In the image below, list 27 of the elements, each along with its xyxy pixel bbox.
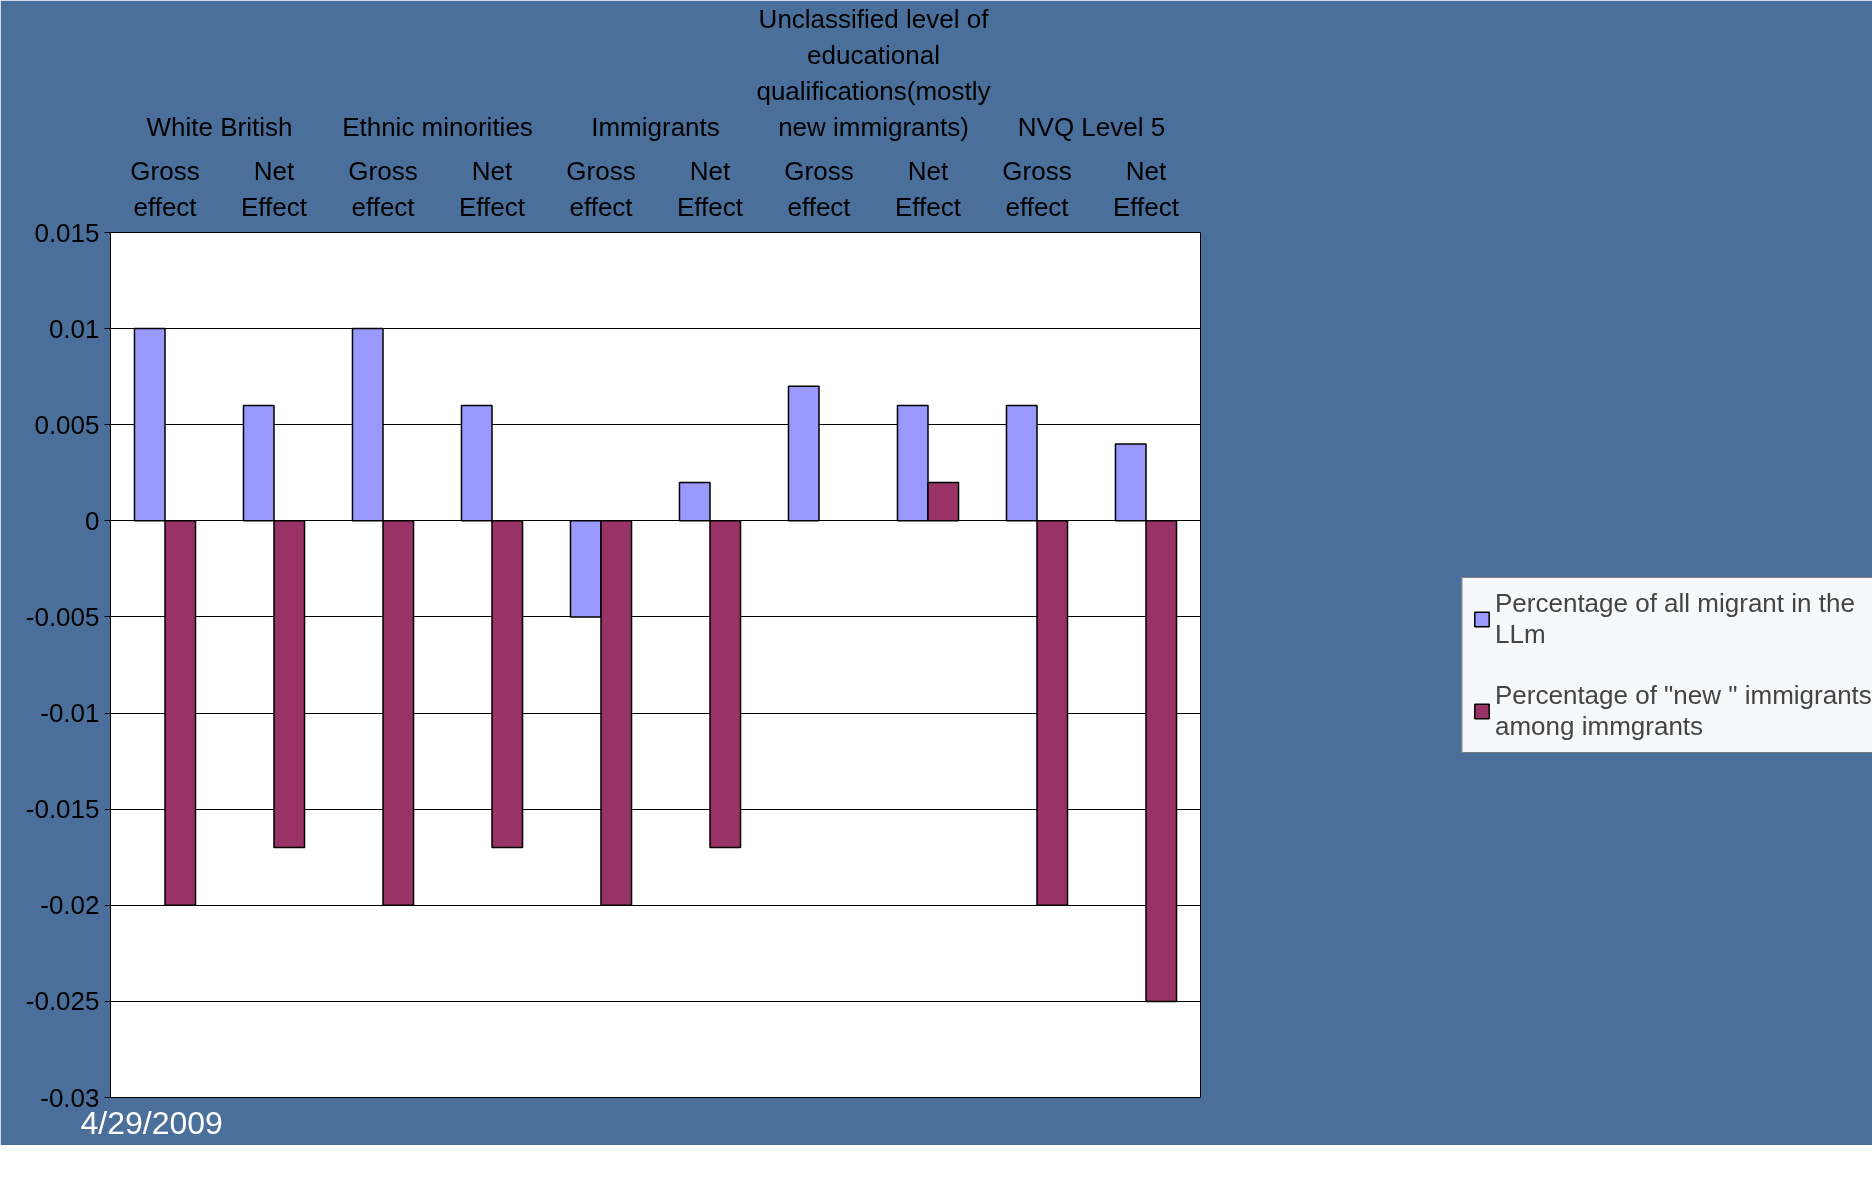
y-tick-label: -0.02 bbox=[40, 890, 100, 921]
text: Immigrants bbox=[591, 111, 720, 142]
y-tick-label: 0.005 bbox=[34, 409, 100, 440]
text: Unclassified level of educational qualifications(mostly new immigrants) bbox=[756, 3, 991, 142]
y-tick-label: -0.005 bbox=[25, 601, 100, 632]
x-tick-label: Net Effect bbox=[895, 155, 962, 222]
text: White British bbox=[146, 111, 293, 142]
x-tick-label: Net Effect bbox=[459, 155, 526, 222]
y-tick-label: -0.015 bbox=[25, 794, 100, 825]
x-tick-label: Gross effect bbox=[784, 155, 854, 222]
x-tick-label: Net Effect bbox=[241, 155, 308, 222]
x-tick-label: Gross effect bbox=[130, 155, 200, 222]
y-tick-label: 0.01 bbox=[48, 313, 100, 344]
x-tick-label: Gross effect bbox=[348, 155, 418, 222]
text: Ethnic minorities bbox=[342, 111, 533, 142]
x-tick-label: Net Effect bbox=[1113, 155, 1180, 222]
legend-label: Percentage of "new " immigrants among immgrants bbox=[1495, 679, 1872, 742]
y-tick-label: -0.025 bbox=[25, 986, 100, 1017]
x-tick-label: Gross effect bbox=[1002, 155, 1072, 222]
x-tick-label: Net Effect bbox=[677, 155, 744, 222]
y-tick-label: -0.01 bbox=[40, 698, 100, 729]
x-tick-label: Gross effect bbox=[566, 155, 636, 222]
bar bbox=[787, 385, 820, 522]
y-tick-label: 0.015 bbox=[34, 217, 100, 248]
y-tick-label: 0 bbox=[85, 505, 100, 536]
legend-label: Percentage of all migrant in the LLm bbox=[1495, 587, 1856, 650]
text: NVQ Level 5 bbox=[1017, 111, 1166, 142]
